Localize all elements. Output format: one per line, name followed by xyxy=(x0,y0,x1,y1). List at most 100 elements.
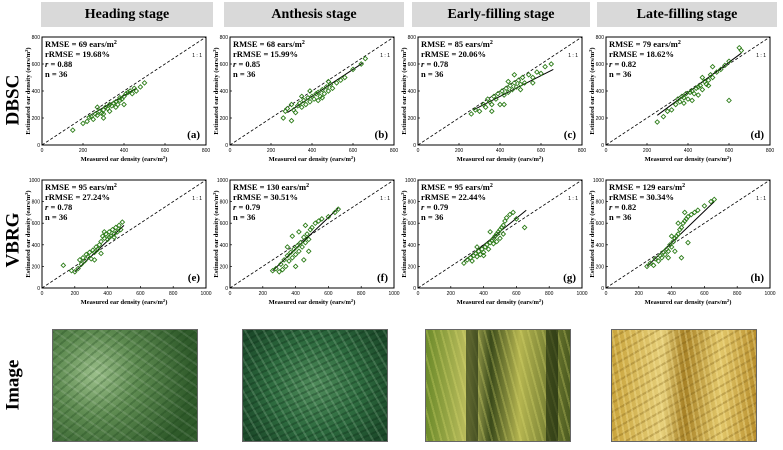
x-tick-label: 1000 xyxy=(764,291,775,297)
rrmse-text: rRMSE = 20.06% xyxy=(421,49,486,59)
data-point xyxy=(307,88,313,94)
data-point xyxy=(503,214,510,221)
y-tick-label: 0 xyxy=(601,143,604,149)
data-point xyxy=(288,117,295,124)
data-point xyxy=(94,104,101,111)
panel-label: (b) xyxy=(375,129,389,141)
data-point xyxy=(697,82,704,89)
data-point xyxy=(315,97,321,104)
data-point xyxy=(116,222,122,229)
data-point xyxy=(650,262,657,269)
data-point xyxy=(115,101,121,108)
data-point xyxy=(117,226,124,233)
y-tick-label: 800 xyxy=(32,35,41,41)
data-point xyxy=(129,90,136,97)
data-point xyxy=(101,229,108,235)
data-point xyxy=(668,233,675,239)
data-point xyxy=(323,84,330,90)
scatter-panel-a: 00 200 200 400 400 600 600 800 800 Measured ear d… xyxy=(24,35,211,163)
x-tick-label: 800 xyxy=(202,148,211,154)
data-point xyxy=(493,238,500,245)
data-point xyxy=(513,216,520,222)
one-to-one-line xyxy=(229,179,395,289)
data-point xyxy=(672,248,678,255)
y-tick-label: 200 xyxy=(596,116,605,122)
data-point xyxy=(289,254,296,261)
data-point xyxy=(497,101,503,108)
r-text: r = 0.79 xyxy=(233,202,260,212)
data-point xyxy=(90,116,97,123)
data-point xyxy=(474,253,480,260)
rmse-text: RMSE = 85 ears/m2 xyxy=(421,39,493,49)
data-point xyxy=(726,58,732,65)
data-point xyxy=(137,84,144,90)
one-to-one-line xyxy=(41,36,207,146)
y-tick-label: 0 xyxy=(601,286,604,292)
data-point xyxy=(513,84,520,90)
data-point xyxy=(350,66,356,73)
y-tick-label: 400 xyxy=(220,243,229,249)
data-point xyxy=(548,61,555,67)
data-point xyxy=(117,97,123,104)
data-point xyxy=(78,261,85,268)
data-point xyxy=(652,256,659,262)
rrmse-text: rRMSE = 30.34% xyxy=(609,192,674,202)
y-tick-label: 0 xyxy=(225,286,228,292)
data-point xyxy=(289,233,296,239)
data-point xyxy=(284,252,291,259)
data-point xyxy=(106,108,113,115)
one-to-one-line xyxy=(229,36,395,146)
data-point xyxy=(300,234,307,241)
data-point xyxy=(705,82,712,89)
row-label-vbrg: VBRG xyxy=(2,212,23,268)
data-point xyxy=(305,236,312,243)
r-text: r = 0.88 xyxy=(45,59,72,69)
data-point xyxy=(722,62,728,69)
data-point xyxy=(668,244,675,250)
data-point xyxy=(529,80,536,86)
one-to-one-line xyxy=(605,36,771,146)
one-to-one-label: 1 : 1 xyxy=(380,53,390,59)
y-tick-label: 200 xyxy=(596,264,605,270)
scatter-panel-h: 00 200 200 400 400 600 600 800 800 1000 1000 Measur… xyxy=(588,178,776,306)
x-axis-label: Measured ear density (ears/m2) xyxy=(269,155,356,164)
data-point xyxy=(337,77,344,84)
data-point xyxy=(521,80,528,86)
one-to-one-label: 1 : 1 xyxy=(756,53,766,59)
x-tick-label: 1000 xyxy=(388,291,399,297)
x-tick-label: 400 xyxy=(120,148,129,154)
data-point xyxy=(477,251,484,258)
data-point xyxy=(510,209,516,216)
data-point xyxy=(658,254,665,261)
x-axis-label: Measured ear density (ears/m2) xyxy=(645,155,732,164)
y-tick-label: 0 xyxy=(413,286,416,292)
rrmse-text: rRMSE = 27.24% xyxy=(45,192,110,202)
one-to-one-label: 1 : 1 xyxy=(380,196,390,202)
data-point xyxy=(464,257,471,263)
one-to-one-line xyxy=(417,36,583,146)
data-point xyxy=(534,69,540,75)
y-axis-label: Estimated ear density (ears/m2) xyxy=(588,190,597,277)
x-tick-label: 200 xyxy=(455,148,464,154)
y-tick-label: 200 xyxy=(408,116,417,122)
data-point xyxy=(542,63,548,70)
row-label-dbsc: DBSC xyxy=(2,74,23,126)
x-tick-label: 0 xyxy=(417,148,420,154)
data-point xyxy=(685,96,691,102)
y-tick-label: 800 xyxy=(408,200,417,206)
y-tick-label: 800 xyxy=(596,200,605,206)
scatter-panel-b: 00 200 200 400 400 600 600 800 800 Measured ear d… xyxy=(212,35,399,164)
y-tick-label: 0 xyxy=(37,143,40,149)
y-tick-label: 600 xyxy=(408,221,417,227)
r-text: r = 0.82 xyxy=(609,59,636,69)
n-text: n = 36 xyxy=(421,212,443,222)
y-tick-label: 400 xyxy=(32,89,41,95)
rrmse-text: rRMSE = 19.68% xyxy=(45,49,110,59)
one-to-one-line xyxy=(41,179,207,289)
data-point xyxy=(708,198,714,205)
data-point xyxy=(662,251,668,258)
data-point xyxy=(106,229,113,235)
data-point xyxy=(286,258,292,264)
data-point xyxy=(325,78,332,85)
data-point xyxy=(273,265,279,272)
